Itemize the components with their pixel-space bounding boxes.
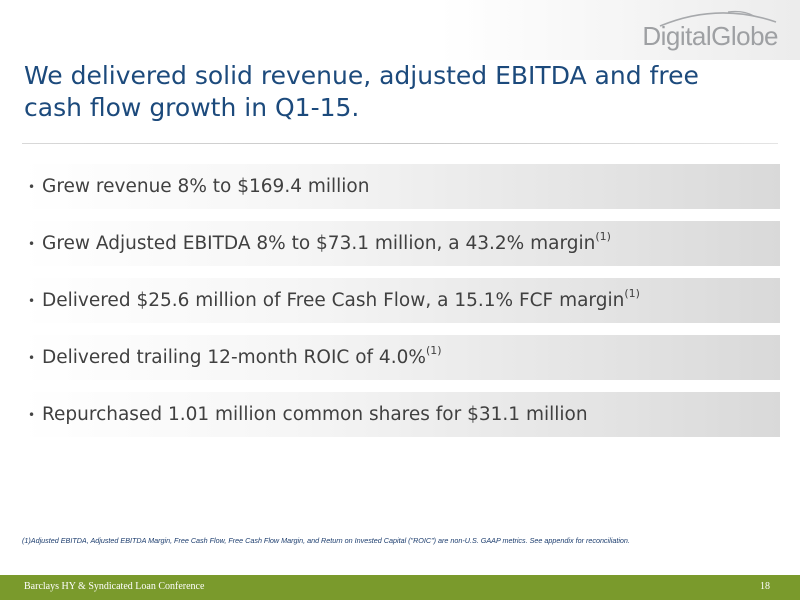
bullet-label: Repurchased 1.01 million common shares f… <box>42 404 588 426</box>
bullet-item: • Grew Adjusted EBITDA 8% to $73.1 milli… <box>22 221 780 266</box>
page-number: 18 <box>760 581 770 592</box>
bullet-footnote-ref: (1) <box>595 230 611 244</box>
bullet-text: Grew Adjusted EBITDA 8% to $73.1 million… <box>42 230 611 255</box>
bullet-label: Grew revenue 8% to $169.4 million <box>42 176 370 198</box>
bullet-text: Delivered trailing 12-month ROIC of 4.0%… <box>42 344 442 369</box>
bullet-item: • Delivered $25.6 million of Free Cash F… <box>22 278 780 323</box>
bullet-marker: • <box>28 179 36 194</box>
company-logo: DigitalGlobe <box>618 8 778 52</box>
slide-title: We delivered solid revenue, adjusted EBI… <box>24 61 699 122</box>
footer-conference-name: Barclays HY & Syndicated Loan Conference <box>24 581 205 592</box>
footnote: (1)Adjusted EBITDA, Adjusted EBITDA Marg… <box>22 536 630 545</box>
bullet-text: Grew revenue 8% to $169.4 million <box>42 175 370 198</box>
bullet-text: Repurchased 1.01 million common shares f… <box>42 403 588 426</box>
bullet-label: Delivered trailing 12-month ROIC of 4.0% <box>42 347 426 369</box>
bullet-item: • Delivered trailing 12-month ROIC of 4.… <box>22 335 780 380</box>
header-background <box>0 0 800 60</box>
bullet-marker: • <box>28 236 36 251</box>
bullet-footnote-ref: (1) <box>624 287 640 301</box>
bullet-item: • Grew revenue 8% to $169.4 million <box>22 164 780 209</box>
bullet-marker: • <box>28 293 36 308</box>
bullet-text: Delivered $25.6 million of Free Cash Flo… <box>42 287 640 312</box>
bullet-list: • Grew revenue 8% to $169.4 million • Gr… <box>22 164 780 449</box>
bullet-item: • Repurchased 1.01 million common shares… <box>22 392 780 437</box>
logo-text: DigitalGlobe <box>642 21 778 51</box>
bullet-marker: • <box>28 407 36 422</box>
title-divider <box>22 143 778 144</box>
bullet-label: Grew Adjusted EBITDA 8% to $73.1 million… <box>42 233 596 255</box>
bullet-footnote-ref: (1) <box>425 344 442 358</box>
bullet-label: Delivered $25.6 million of Free Cash Flo… <box>42 290 625 312</box>
footer-bar: Barclays HY & Syndicated Loan Conference… <box>0 575 800 600</box>
logo-arc-icon <box>659 10 777 27</box>
bullet-marker: • <box>28 350 36 365</box>
